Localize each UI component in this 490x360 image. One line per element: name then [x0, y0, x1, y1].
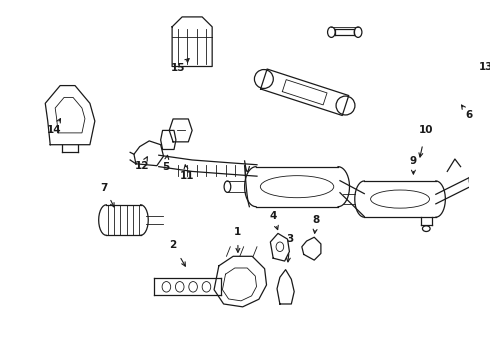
Text: 9: 9: [410, 156, 417, 166]
Text: 2: 2: [170, 240, 177, 250]
Text: 3: 3: [287, 234, 294, 244]
Text: 1: 1: [234, 226, 242, 237]
Text: 5: 5: [162, 162, 169, 172]
Text: 4: 4: [270, 211, 277, 221]
Text: 14: 14: [47, 125, 61, 135]
Text: 10: 10: [418, 125, 433, 135]
Text: 15: 15: [171, 63, 185, 73]
Text: 7: 7: [101, 183, 108, 193]
Text: 12: 12: [135, 161, 150, 171]
Text: 6: 6: [465, 110, 472, 120]
Text: 11: 11: [180, 171, 195, 181]
Text: 13: 13: [479, 62, 490, 72]
Text: 8: 8: [313, 215, 320, 225]
